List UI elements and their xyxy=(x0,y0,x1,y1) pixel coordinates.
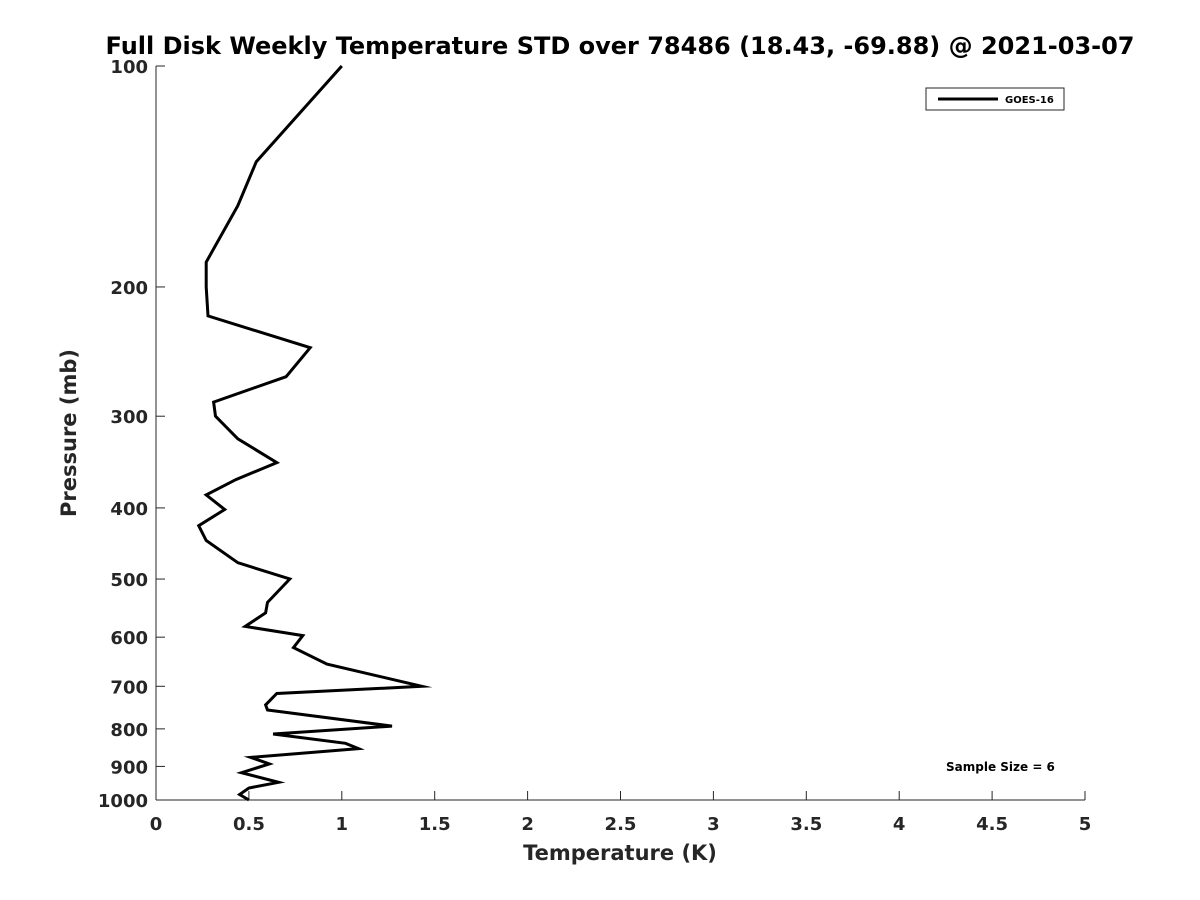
y-tick-label: 400 xyxy=(110,499,148,520)
x-tick-label: 4 xyxy=(893,814,906,835)
legend: GOES-16 xyxy=(925,87,1065,111)
x-axis-label: Temperature (K) xyxy=(523,841,717,865)
plot-area: 0 0.5 1 1.5 2 2.5 3 3.5 4 4.5 5 100 200 300 400 500 600… xyxy=(98,57,1091,835)
sample-size-annotation: Sample Size = 6 xyxy=(946,760,1055,774)
y-axis-label: Pressure (mb) xyxy=(57,349,81,517)
y-tick-label: 700 xyxy=(110,677,148,698)
x-tick-label: 0.5 xyxy=(233,814,265,835)
chart-title: Full Disk Weekly Temperature STD over 78… xyxy=(106,32,1135,60)
series-line-goes-16 xyxy=(196,65,433,802)
y-tick-label: 800 xyxy=(110,720,148,741)
x-tick-label: 2 xyxy=(521,814,534,835)
x-ticks: 0 0.5 1 1.5 2 2.5 3 3.5 4 4.5 5 xyxy=(150,791,1092,835)
y-tick-label: 300 xyxy=(110,407,148,428)
series-lines xyxy=(196,65,433,802)
x-tick-label: 1 xyxy=(336,814,349,835)
y-tick-label: 1000 xyxy=(98,791,148,812)
x-tick-label: 5 xyxy=(1079,814,1092,835)
x-tick-label: 1.5 xyxy=(419,814,451,835)
y-tick-label: 600 xyxy=(110,628,148,649)
x-tick-label: 4.5 xyxy=(976,814,1008,835)
x-tick-label: 0 xyxy=(150,814,163,835)
y-tick-label: 900 xyxy=(110,757,148,778)
x-tick-label: 3 xyxy=(707,814,720,835)
y-tick-label: 200 xyxy=(110,278,148,299)
x-tick-label: 3.5 xyxy=(790,814,822,835)
x-tick-label: 2.5 xyxy=(605,814,637,835)
legend-label-goes-16: GOES-16 xyxy=(1005,95,1054,106)
y-tick-label: 100 xyxy=(110,57,148,78)
y-ticks: 100 200 300 400 500 600 700 800 900 1000 xyxy=(98,57,165,812)
y-tick-label: 500 xyxy=(110,570,148,591)
